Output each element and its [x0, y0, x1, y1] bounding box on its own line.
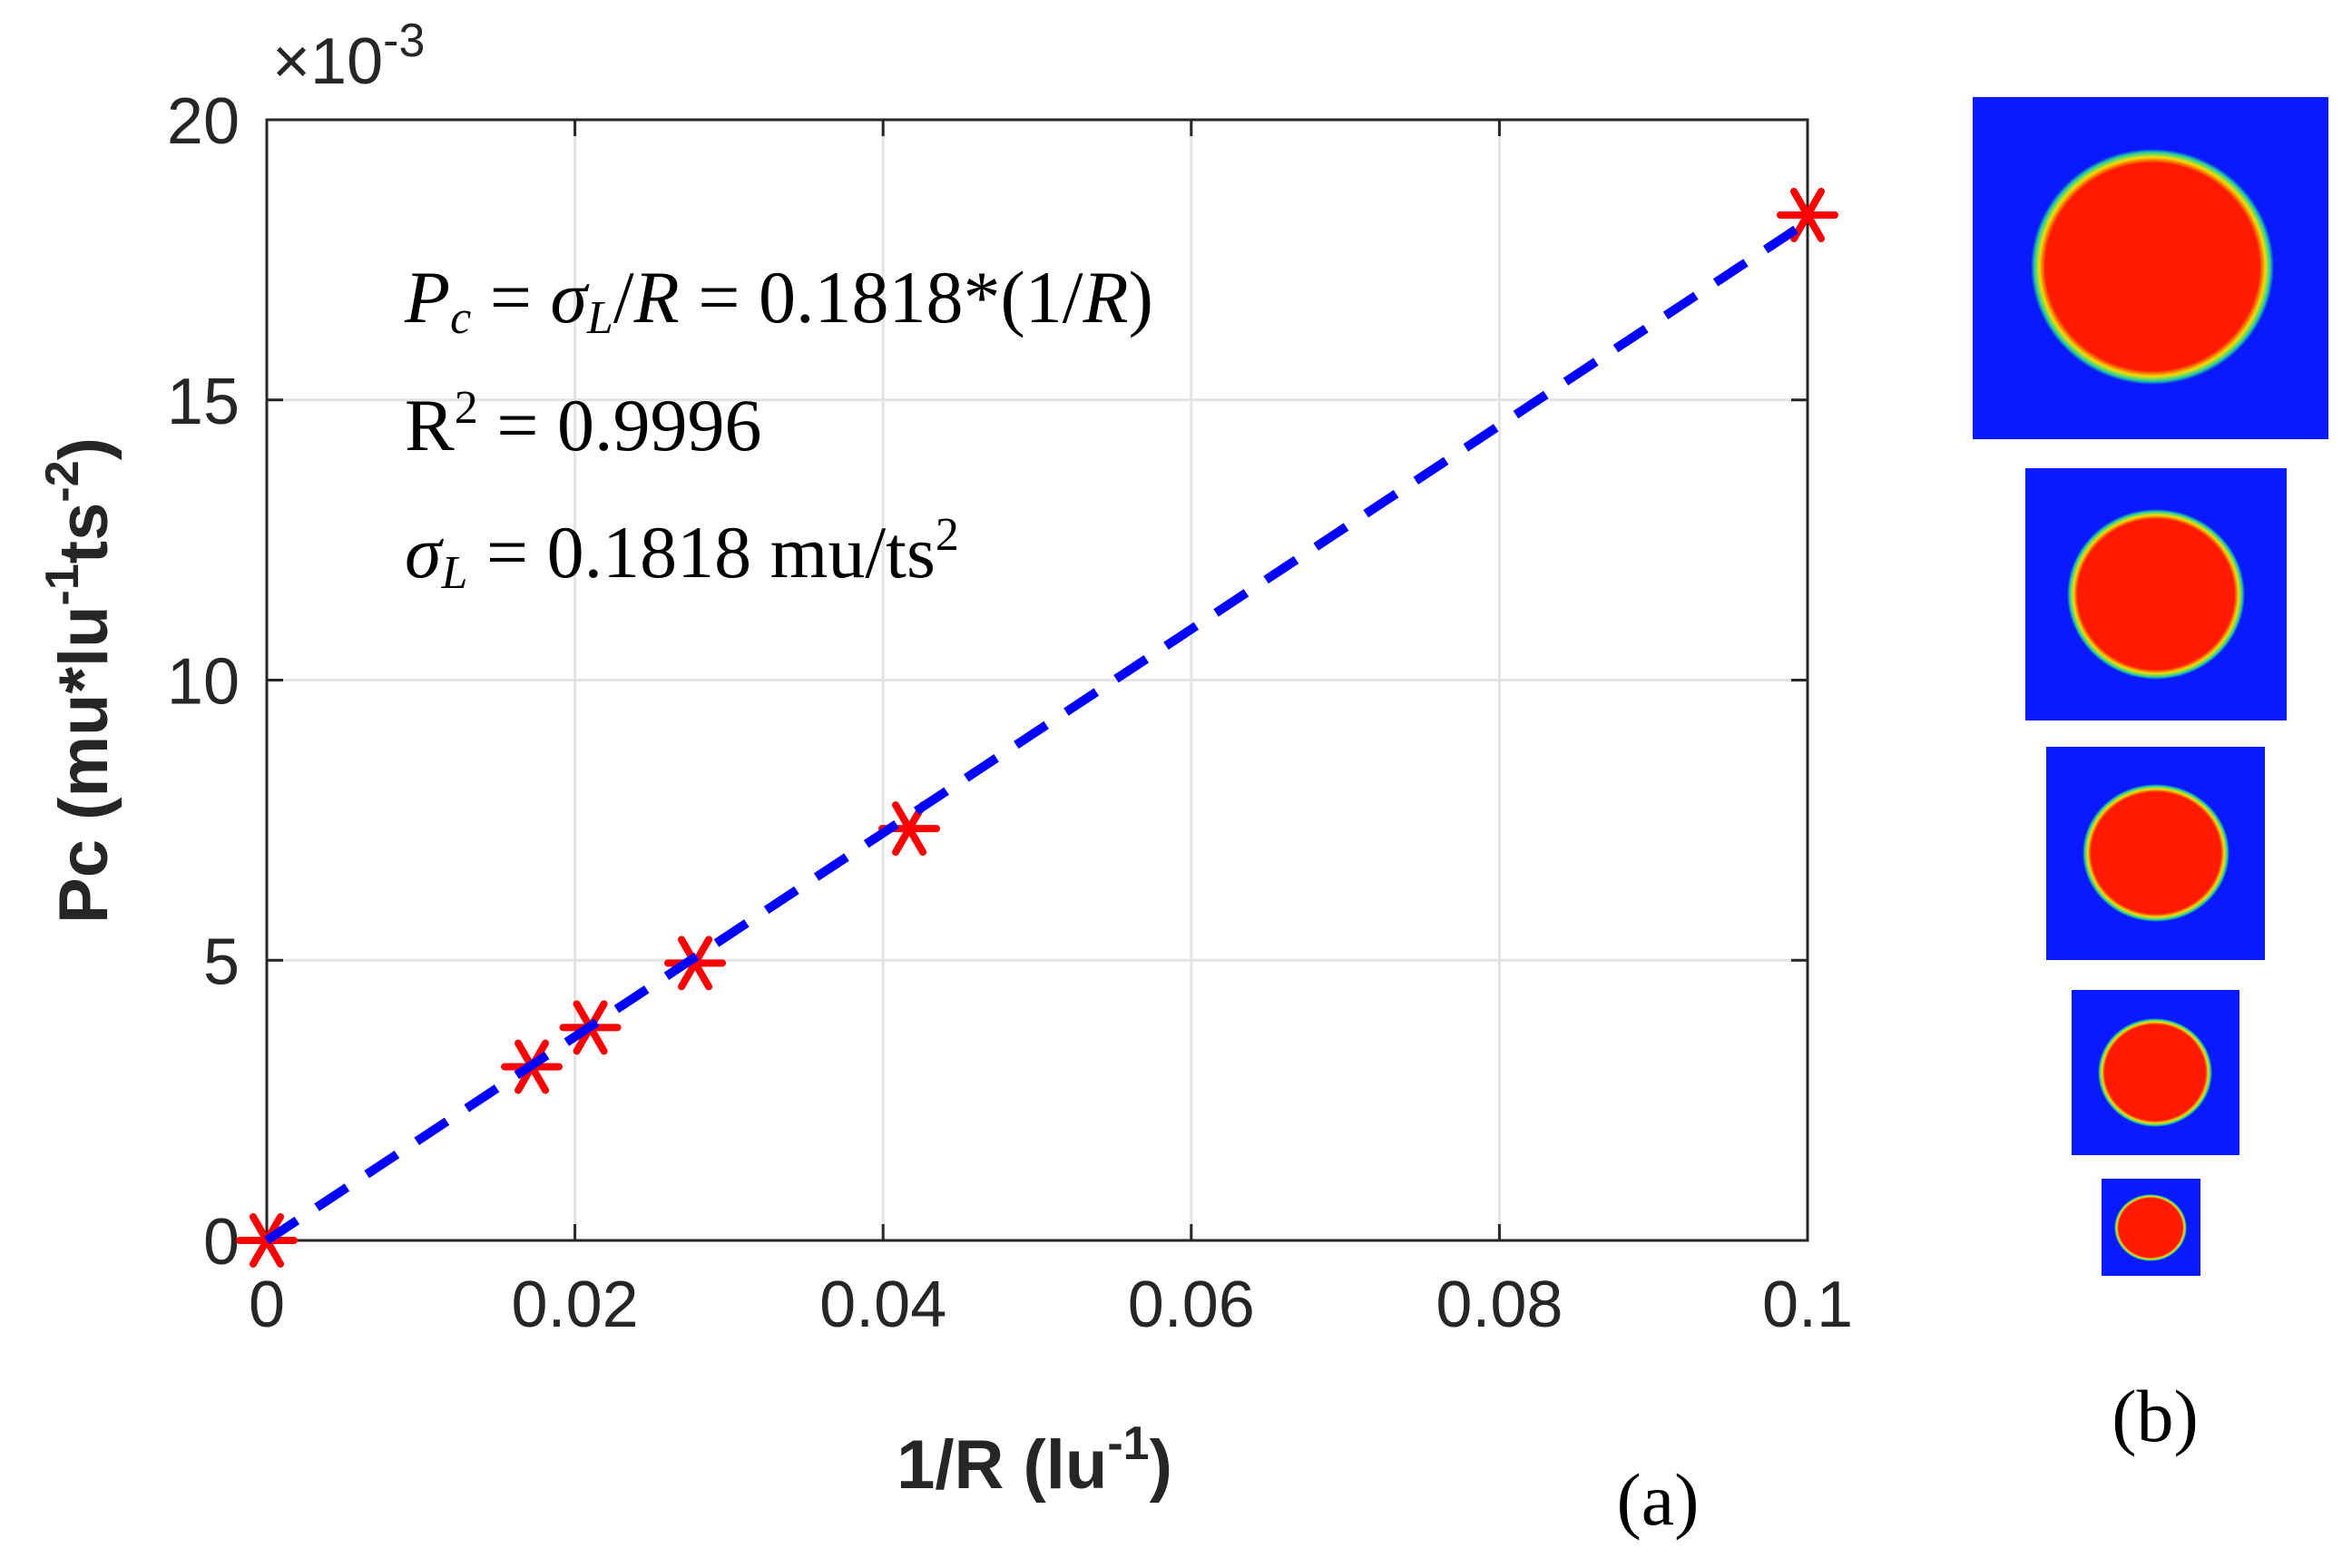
x-tick-label: 0.1 — [1762, 1269, 1853, 1341]
ann: = 0.9996 — [478, 384, 762, 466]
ylabel-part: Pc (mu*lu — [45, 605, 122, 924]
xlabel-sup: -1 — [1107, 1417, 1149, 1470]
ann: ) — [1129, 256, 1153, 338]
ann: R — [405, 384, 455, 466]
droplet — [2031, 149, 2274, 385]
ann: σ — [550, 256, 590, 338]
panel-label: (b) — [2112, 1375, 2199, 1457]
y-tick-label: 15 — [167, 366, 240, 438]
panel-label: (a) — [1616, 1458, 1699, 1541]
ann: = — [471, 256, 550, 338]
ann-sub: c — [450, 292, 471, 344]
y-axis-label: Pc (mu*lu-1ts-2) — [36, 437, 122, 924]
ylabel-part: ) — [45, 437, 122, 460]
droplet — [2082, 784, 2230, 922]
xlabel-part: 1/R (lu — [897, 1426, 1107, 1504]
marker — [1777, 187, 1838, 242]
annotation-r2: R2 = 0.9996 — [405, 382, 761, 466]
axes-box — [265, 118, 1809, 1242]
ann-sub: L — [440, 547, 467, 599]
ann: / — [613, 256, 634, 338]
ylabel-part: ts — [45, 503, 122, 564]
ann-sub: L — [586, 292, 613, 344]
ann: P — [404, 256, 450, 338]
y-multiplier: ×10-3 — [272, 15, 425, 98]
droplet — [2114, 1194, 2187, 1261]
x-tick-label: 0.04 — [819, 1269, 946, 1341]
ann: R — [1083, 256, 1129, 338]
ylabel-sup: -2 — [36, 460, 89, 502]
xlabel-part: ) — [1150, 1426, 1172, 1504]
droplet — [2098, 1018, 2212, 1127]
x-tick-label: 0.08 — [1436, 1269, 1563, 1341]
x-tick-label: 0 — [249, 1269, 285, 1341]
y-tick-label: 20 — [167, 85, 240, 158]
ann: = 0.1818 mu/ts — [467, 511, 936, 593]
droplet — [2067, 509, 2245, 680]
droplet-images — [1973, 97, 2328, 1276]
annotation-sigma: σL = 0.1818 mu/ts2 — [405, 509, 959, 599]
y-tick-label: 10 — [167, 646, 240, 719]
y-tick-label: 0 — [203, 1206, 240, 1279]
plot-area: 0 5 10 15 20 0 0.02 0.04 0.06 0.08 0.1 — [167, 85, 1853, 1341]
y-tick-label: 5 — [203, 926, 240, 998]
ann-sup: 2 — [936, 509, 959, 561]
ann: σ — [405, 511, 445, 593]
ann: R — [633, 256, 680, 338]
ylabel-sup: -1 — [36, 564, 89, 605]
x-tick-label: 0.02 — [512, 1269, 639, 1341]
marker — [664, 936, 727, 991]
multiplier-base: ×10 — [272, 25, 383, 98]
ann-sup: 2 — [455, 382, 478, 434]
annotation-equation: Pc = σL/R = 0.1818*(1/R) — [404, 256, 1153, 344]
x-tick-label: 0.06 — [1128, 1269, 1255, 1341]
x-axis-label: 1/R (lu-1) — [897, 1417, 1172, 1504]
fit-line — [264, 218, 1810, 1245]
ann: = 0.1818*(1/ — [680, 256, 1083, 338]
multiplier-exp: -3 — [383, 15, 425, 67]
